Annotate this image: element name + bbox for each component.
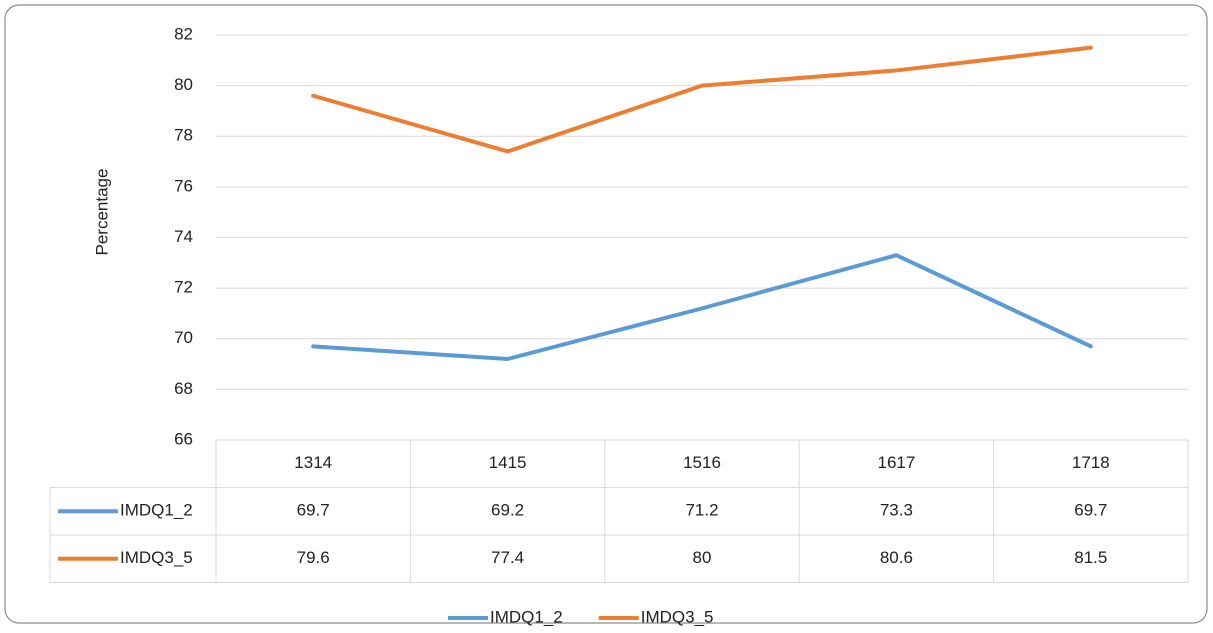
x-tick-label: 1718 (1072, 453, 1110, 472)
table-value: 79.6 (297, 548, 330, 567)
y-tick-label: 76 (174, 176, 193, 195)
y-tick-label: 68 (174, 379, 193, 398)
table-value: 71.2 (685, 501, 718, 520)
table-value: 80.6 (880, 548, 913, 567)
x-tick-label: 1314 (294, 453, 332, 472)
chart-frame (4, 4, 1208, 624)
table-value: 69.7 (1074, 501, 1107, 520)
table-series-name: IMDQ1_2 (120, 501, 193, 520)
table-value: 80 (693, 548, 712, 567)
table-series-name: IMDQ3_5 (120, 548, 193, 567)
y-tick-label: 72 (174, 278, 193, 297)
y-axis-label: Percentage (92, 169, 111, 256)
y-tick-label: 70 (174, 328, 193, 347)
series-line (311, 253, 1093, 361)
y-tick-label: 78 (174, 126, 193, 145)
legend-label: IMDQ1_2 (490, 607, 563, 626)
table-value: 81.5 (1074, 548, 1107, 567)
y-tick-label: 66 (174, 429, 193, 448)
table-value: 77.4 (491, 548, 524, 567)
x-tick-label: 1617 (877, 453, 915, 472)
y-tick-label: 82 (174, 24, 193, 43)
table-value: 69.2 (491, 501, 524, 520)
y-tick-label: 74 (174, 227, 193, 246)
x-tick-label: 1415 (489, 453, 527, 472)
x-tick-label: 1516 (683, 453, 721, 472)
y-tick-label: 80 (174, 75, 193, 94)
table-value: 73.3 (880, 501, 913, 520)
legend-label: IMDQ3_5 (641, 607, 714, 626)
table-value: 69.7 (297, 501, 330, 520)
series-line (311, 45, 1093, 154)
